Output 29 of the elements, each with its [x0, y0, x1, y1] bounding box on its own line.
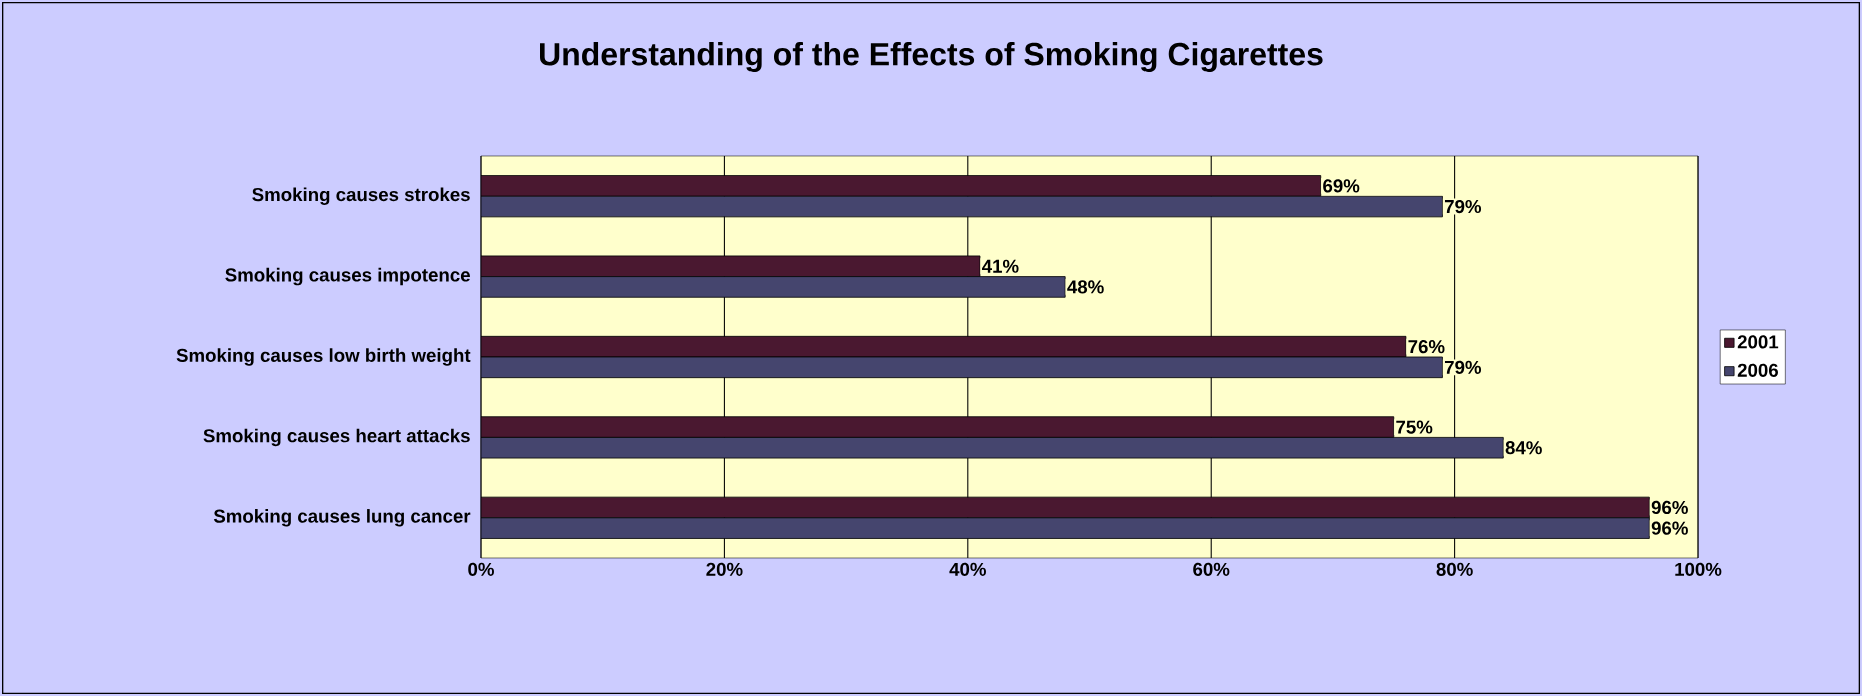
bar: [481, 416, 1395, 438]
bar: [481, 175, 1322, 197]
y-tick-label: Smoking causes impotence: [225, 267, 470, 286]
legend-label: 2006: [1737, 363, 1778, 377]
x-tick-label: 60%: [1193, 562, 1230, 576]
data-label: 76%: [1408, 340, 1445, 354]
y-tick-label: Smoking causes heart attacks: [203, 428, 470, 447]
x-tick-label: 0%: [468, 562, 494, 576]
bar: [481, 255, 981, 277]
data-label: 69%: [1323, 179, 1360, 193]
bar: [481, 496, 1650, 519]
data-label: 79%: [1444, 360, 1482, 374]
bar: [481, 335, 1407, 358]
chart-title: Understanding of the Effects of Smoking Cigarettes: [540, 42, 1323, 72]
data-label: 84%: [1505, 441, 1542, 455]
x-tick-label: 100%: [1675, 562, 1722, 576]
x-tick-label: 20%: [706, 562, 743, 576]
x-tick-label: 40%: [949, 562, 986, 576]
x-tick-label: 80%: [1436, 562, 1473, 576]
data-label: 75%: [1396, 420, 1433, 434]
y-tick-label: Smoking causes strokes: [252, 187, 470, 205]
data-label: 96%: [1651, 500, 1688, 515]
data-label: 48%: [1067, 280, 1104, 294]
data-label: 96%: [1651, 521, 1688, 535]
y-tick-label: Smoking causes lung cancer: [213, 509, 471, 527]
y-tick-label: Smoking causes low birth weight: [176, 348, 471, 366]
legend-label: 2001: [1737, 335, 1779, 349]
data-label: 41%: [982, 259, 1019, 273]
data-label: 79%: [1444, 199, 1482, 214]
